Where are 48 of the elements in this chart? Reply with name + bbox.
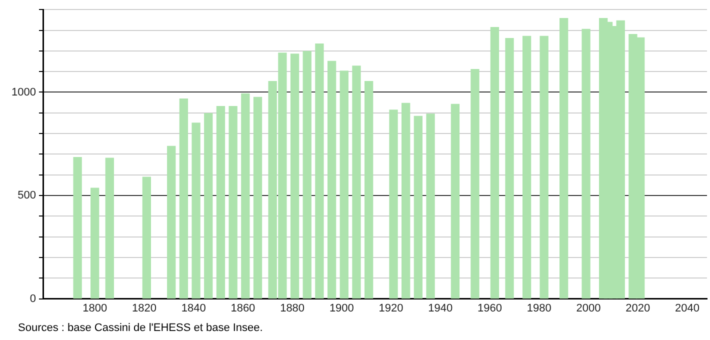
- y-tick-label: 1000: [12, 86, 36, 98]
- bar: [167, 146, 176, 299]
- x-tick-label: 1840: [181, 302, 206, 314]
- bar: [179, 98, 188, 299]
- y-tick-label: 500: [18, 190, 36, 202]
- x-tick-label: 1920: [378, 302, 404, 314]
- bar: [216, 106, 226, 299]
- bar: [204, 112, 213, 299]
- bar: [505, 38, 514, 299]
- x-tick-label: 1880: [280, 302, 305, 314]
- bar: [302, 51, 312, 299]
- bar: [490, 27, 500, 299]
- bar: [352, 66, 361, 299]
- bar: [73, 156, 82, 299]
- bar: [228, 106, 238, 299]
- bar: [364, 80, 374, 299]
- x-tick-label: 1860: [230, 302, 256, 314]
- bar: [426, 114, 435, 299]
- bar: [90, 188, 100, 299]
- bar: [560, 18, 568, 299]
- x-tick-label: 1820: [132, 302, 156, 314]
- x-tick-label: 2020: [626, 302, 650, 314]
- bar: [402, 102, 410, 299]
- bar: [540, 36, 548, 299]
- x-tick-label: 1960: [478, 302, 502, 314]
- bar: [290, 54, 300, 299]
- x-tick-label: 1980: [526, 302, 552, 314]
- bar: [389, 110, 398, 299]
- x-tick-label: 2000: [576, 302, 601, 314]
- bar: [315, 44, 324, 299]
- bar: [327, 60, 336, 299]
- bar: [414, 116, 423, 299]
- bar: [241, 93, 250, 299]
- bar: [253, 96, 262, 299]
- y-tick-label: 0: [30, 292, 36, 305]
- bar: [582, 28, 590, 299]
- source-note: Sources : base Cassini de l'EHESS et base Insee.: [18, 322, 263, 334]
- x-tick-label: 2040: [675, 302, 700, 314]
- bar: [450, 104, 460, 299]
- bar: [142, 176, 152, 299]
- bar: [105, 158, 114, 299]
- bar: [522, 36, 532, 299]
- x-tick-label: 1900: [329, 302, 354, 314]
- x-tick-label: 1800: [82, 302, 108, 314]
- bar: [470, 68, 480, 299]
- bar: [192, 122, 200, 299]
- bar: [340, 70, 348, 299]
- x-tick-label: 1940: [428, 302, 453, 314]
